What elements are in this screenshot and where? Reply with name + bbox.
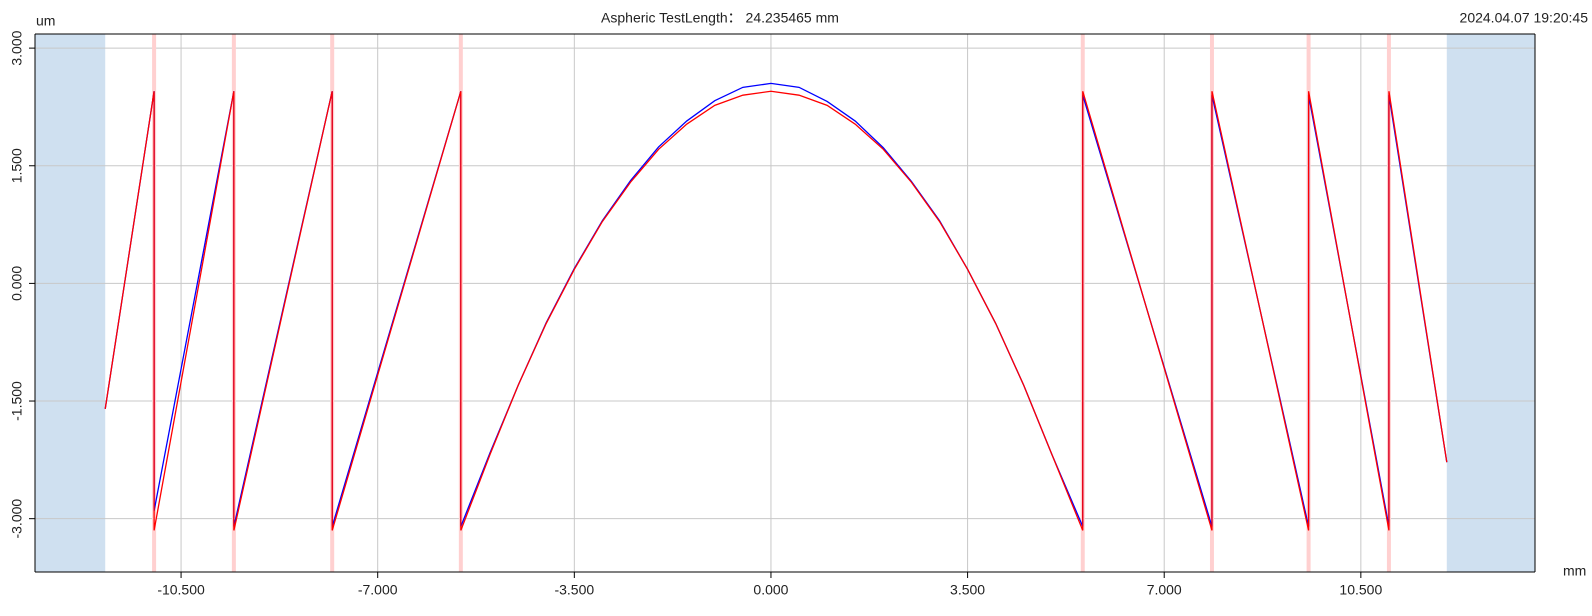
timestamp: 2024.04.07 19:20:45 <box>1460 10 1589 26</box>
series-line <box>104 82 1448 527</box>
x-tick-label: -3.500 <box>554 582 594 598</box>
y-tick-label: -1.500 <box>9 381 25 421</box>
x-tick-label: -7.000 <box>358 582 398 598</box>
y-axis-label: um <box>36 13 55 29</box>
excluded-region <box>35 34 106 572</box>
y-tick-label: -3.000 <box>9 499 25 539</box>
y-tick-label: 1.500 <box>9 148 25 183</box>
x-tick-label: 3.500 <box>950 582 985 598</box>
y-tick-label: 3.000 <box>9 30 25 65</box>
series-line <box>104 90 1448 531</box>
y-tick-label: 0.000 <box>9 266 25 301</box>
x-tick-label: -10.500 <box>157 582 205 598</box>
chart-title: Aspheric TestLength： 24.235465 mm <box>601 10 839 26</box>
excluded-region <box>1446 34 1535 572</box>
x-tick-label: 0.000 <box>753 582 788 598</box>
x-axis-label: mm <box>1563 563 1586 579</box>
x-tick-label: 7.000 <box>1147 582 1182 598</box>
x-tick-label: 10.500 <box>1339 582 1382 598</box>
